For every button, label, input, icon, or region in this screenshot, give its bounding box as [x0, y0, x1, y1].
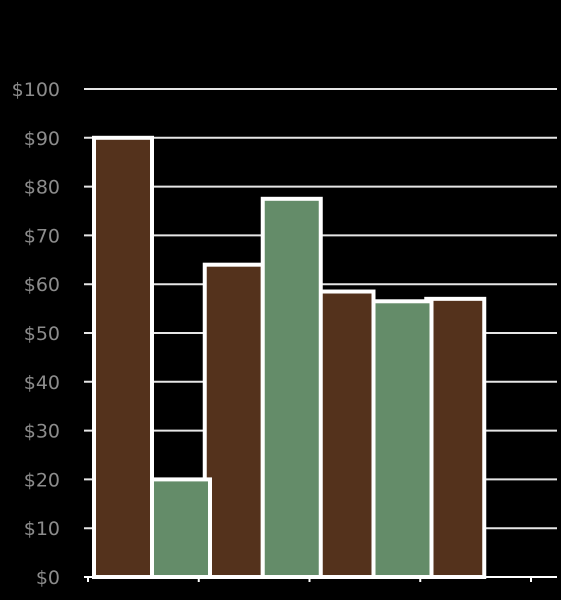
y-tick-label: $0	[36, 567, 60, 589]
bar-series-1-cat-3	[313, 289, 376, 579]
bar-series-1-cat-2	[202, 262, 265, 579]
y-tick-label: $50	[24, 323, 60, 345]
y-tick-label: $80	[24, 177, 60, 199]
y-tick-label: $90	[24, 128, 60, 150]
x-axis	[84, 576, 557, 582]
y-tick-label: $100	[12, 79, 60, 101]
bars	[92, 135, 487, 580]
y-tick-label: $10	[24, 518, 60, 540]
bar-series-1-cat-4	[424, 296, 487, 579]
y-tick-label: $20	[24, 469, 60, 491]
y-tick-label: $40	[24, 372, 60, 394]
bar-series-2-cat-2	[260, 196, 323, 580]
bar-series-2-cat-3	[371, 299, 434, 579]
y-tick-label: $70	[24, 225, 60, 247]
bar-series-2-cat-1	[150, 477, 212, 579]
bar-series-1-cat-1	[92, 135, 154, 580]
y-tick-label: $60	[24, 274, 60, 296]
y-axis: $0 $10 $20 $30 $40 $50 $60 $70 $80 $90 $100	[12, 79, 60, 589]
y-tick-label: $30	[24, 421, 60, 443]
